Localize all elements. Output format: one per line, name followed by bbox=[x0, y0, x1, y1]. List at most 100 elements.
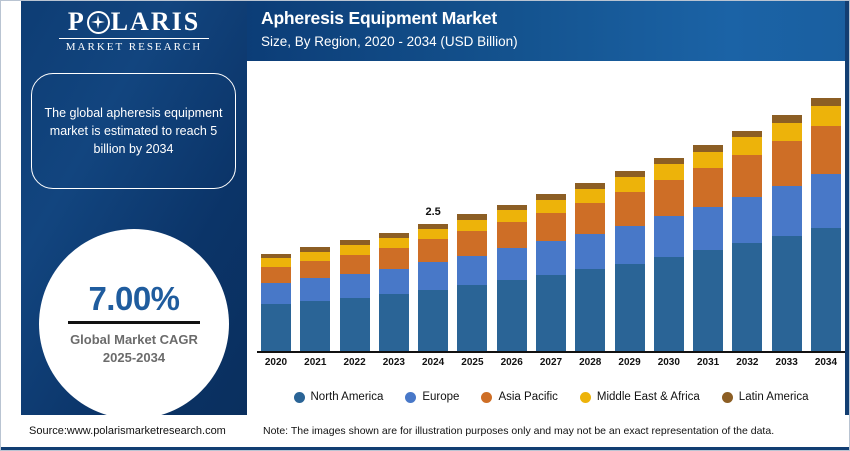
legend-color-dot bbox=[405, 391, 417, 403]
x-tick-label: 2029 bbox=[618, 357, 641, 368]
bar-segment bbox=[300, 251, 331, 261]
bar-column[interactable] bbox=[693, 73, 724, 351]
bar-segment bbox=[653, 158, 684, 165]
bar-segment bbox=[653, 164, 684, 180]
bar-stack bbox=[810, 98, 841, 351]
bar-value-label: 2.5 bbox=[425, 206, 441, 219]
bar-segment bbox=[418, 262, 449, 290]
bar-stack bbox=[535, 194, 566, 351]
bar-column[interactable] bbox=[300, 73, 331, 351]
bar-segment bbox=[810, 126, 841, 175]
bar-segment bbox=[653, 215, 684, 258]
bar-segment bbox=[693, 151, 724, 169]
bar-segment bbox=[575, 202, 606, 234]
bar-stack bbox=[496, 204, 527, 351]
bar-segment bbox=[653, 257, 684, 351]
bar-segment bbox=[339, 244, 370, 255]
bar-segment bbox=[693, 168, 724, 207]
cagr-years: 2025-2034 bbox=[102, 349, 166, 365]
bar-segment bbox=[496, 248, 527, 280]
bar-stack bbox=[575, 183, 606, 351]
legend-label: Latin America bbox=[738, 391, 809, 403]
bar-segment bbox=[614, 225, 645, 264]
footer: Source:www.polarismarketresearch.com Not… bbox=[1, 415, 849, 450]
x-tick-label: 2020 bbox=[264, 357, 288, 368]
x-axis-ticks: 2020 2021 2022 2023 2024 2025 2026 2027 2028 2029… bbox=[261, 357, 841, 377]
polaris-logo: P LARIS MARKET RESEARCH bbox=[21, 9, 247, 53]
bar-segment bbox=[457, 214, 488, 220]
bar-segment bbox=[300, 246, 331, 252]
logo-subtitle: MARKET RESEARCH bbox=[65, 41, 203, 53]
bar-column[interactable] bbox=[535, 73, 566, 351]
bar-column[interactable] bbox=[614, 73, 645, 351]
bar-stack bbox=[378, 233, 409, 351]
logo-text-pre: P bbox=[67, 7, 86, 36]
legend-color-dot bbox=[579, 391, 591, 403]
bar-segment bbox=[732, 155, 763, 197]
bar-segment bbox=[457, 255, 488, 285]
bar-stack bbox=[614, 171, 645, 351]
legend-item[interactable]: Latin America bbox=[721, 391, 809, 403]
bar-column[interactable] bbox=[261, 73, 291, 351]
bar-stack bbox=[771, 115, 802, 351]
legend-label: North America bbox=[310, 391, 384, 403]
bar-column[interactable] bbox=[339, 73, 370, 351]
cagr-badge: 7.00% Global Market CAGR 2025-2034 bbox=[39, 229, 229, 419]
legend-item[interactable]: North America bbox=[293, 391, 384, 403]
bar-stack bbox=[261, 253, 291, 351]
bar-segment bbox=[810, 227, 841, 351]
compass-star-icon bbox=[86, 10, 110, 34]
bar-segment bbox=[810, 174, 841, 228]
cagr-value: 7.00% bbox=[88, 279, 180, 317]
legend-color-dot bbox=[721, 391, 733, 403]
bar-column[interactable] bbox=[810, 73, 841, 351]
bar-column[interactable] bbox=[732, 73, 763, 351]
x-tick-label: 2026 bbox=[500, 357, 523, 368]
legend-item[interactable]: Europe bbox=[405, 391, 459, 403]
bar-segment bbox=[535, 212, 566, 242]
bar-segment bbox=[614, 263, 645, 351]
x-tick-label: 2033 bbox=[775, 357, 798, 368]
bar-segment bbox=[535, 194, 566, 200]
bar-segment bbox=[575, 183, 606, 190]
callout-text: The global apheresis equipment market is… bbox=[44, 105, 223, 157]
x-tick-label: 2027 bbox=[539, 357, 563, 368]
bar-stack bbox=[339, 240, 370, 351]
bar-segment bbox=[575, 269, 606, 351]
footer-divider bbox=[1, 447, 849, 450]
bar-segment bbox=[261, 253, 291, 259]
chart-area: 2.5 2020 2021 2022 2023 2024 2025 2026 2027 2028… bbox=[253, 63, 845, 415]
chart-header: Apheresis Equipment Market Size, By Regi… bbox=[247, 1, 849, 61]
bar-segment bbox=[693, 206, 724, 251]
legend-item[interactable]: Asia Pacific bbox=[481, 391, 558, 403]
bar-segment bbox=[614, 192, 645, 226]
bar-column[interactable] bbox=[771, 73, 802, 351]
legend-item[interactable]: Middle East & Africa bbox=[579, 391, 700, 403]
logo-wordmark: P LARIS bbox=[68, 9, 200, 35]
bar-column[interactable]: 2.5 bbox=[418, 73, 449, 351]
bar-column[interactable] bbox=[653, 73, 684, 351]
plot-region: 2.5 bbox=[261, 73, 841, 351]
x-tick-label: 2028 bbox=[579, 357, 602, 368]
bar-segment bbox=[496, 209, 527, 223]
bar-column[interactable] bbox=[496, 73, 527, 351]
bar-stack bbox=[300, 246, 331, 351]
bar-segment bbox=[575, 233, 606, 270]
bar-segment bbox=[261, 258, 291, 267]
bar-segment bbox=[732, 243, 763, 351]
bar-segment bbox=[535, 199, 566, 213]
bar-segment bbox=[300, 301, 331, 351]
bar-column[interactable] bbox=[378, 73, 409, 351]
bar-column[interactable] bbox=[457, 73, 488, 351]
note-text: Note: The images shown are for illustrat… bbox=[263, 425, 775, 437]
bar-segment bbox=[261, 266, 291, 283]
bar-segment bbox=[732, 130, 763, 138]
bar-stack bbox=[457, 214, 488, 351]
x-tick-label: 2021 bbox=[304, 357, 327, 368]
bar-segment bbox=[378, 294, 409, 351]
bar-segment bbox=[771, 122, 802, 142]
bar-stack bbox=[653, 158, 684, 351]
bar-column[interactable] bbox=[575, 73, 606, 351]
bar-stack bbox=[693, 144, 724, 351]
bar-segment bbox=[300, 260, 331, 279]
